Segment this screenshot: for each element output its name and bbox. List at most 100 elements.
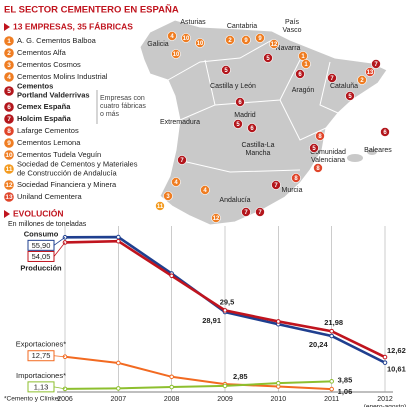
point (382, 354, 388, 360)
plant-number: 4 (174, 180, 178, 186)
badge-number: 1 (7, 38, 11, 45)
region-label: Castilla y León (210, 83, 256, 90)
number-badge (4, 72, 14, 82)
region-label: Andalucía (219, 197, 250, 204)
number-badge (4, 192, 14, 202)
company-name: A. G. Cementos Balboa (17, 36, 97, 45)
plant-marker (313, 163, 323, 173)
badge-number: 11 (6, 166, 13, 173)
series-name: Exportaciones* (16, 340, 67, 349)
company-name: Cementos (17, 81, 53, 90)
plant-marker (327, 73, 337, 83)
plant-marker (233, 119, 243, 129)
plant-number: 6 (238, 100, 242, 106)
value-label: 12,62 (387, 346, 406, 355)
badge-number: 9 (7, 140, 11, 147)
leader (53, 237, 66, 246)
plant-marker (380, 127, 390, 137)
value-label: 1,06 (338, 387, 353, 396)
badge-number: 13 (5, 194, 13, 201)
point (329, 333, 334, 339)
plant-marker (241, 35, 251, 45)
plant-number: 2 (360, 78, 364, 84)
plant-marker (357, 75, 367, 85)
value-label: 29,5 (220, 297, 235, 306)
x-tick-label: 2011 (324, 396, 339, 403)
value-label: 28,91 (202, 316, 221, 325)
plant-marker (171, 177, 181, 187)
plant-number: 6 (298, 72, 302, 78)
badge-number: 4 (7, 74, 11, 81)
plant-number: 4 (203, 188, 207, 194)
region-label: Aragón (292, 87, 315, 94)
company-name: Cementos Cosmos (17, 60, 81, 69)
plant-number: 12 (213, 216, 220, 222)
number-badge (4, 114, 14, 124)
point (116, 238, 121, 244)
plant-marker (255, 207, 265, 217)
plant-number: 3 (166, 194, 170, 200)
company-name: Lafarge Cementos (17, 126, 79, 135)
region-label: Cataluña (330, 83, 358, 90)
bullet (4, 210, 10, 218)
plant-number: 5 (312, 146, 316, 152)
point (116, 234, 121, 240)
plant-marker (225, 35, 235, 45)
plant-number: 7 (330, 76, 334, 82)
plant-marker (241, 207, 251, 217)
number-badge (4, 180, 14, 190)
plant-number: 8 (316, 166, 320, 172)
label-box (27, 250, 55, 262)
island (347, 154, 363, 162)
number-badge (4, 150, 14, 160)
leader (53, 386, 66, 390)
plant-number: 10 (183, 36, 190, 42)
plant-marker (309, 143, 319, 153)
region-label: Asturias (180, 19, 206, 26)
plant-marker (171, 49, 181, 59)
value-label: 21,98 (324, 318, 343, 327)
plant-number: 13 (367, 70, 374, 76)
plant-number: 7 (180, 158, 184, 164)
plant-number: 8 (318, 134, 322, 140)
x-tick-label: 2009 (217, 396, 233, 403)
series-name: Importaciones* (16, 371, 66, 380)
company-name: Cementos Molins Industrial (17, 72, 108, 81)
value-label: 1,13 (34, 382, 49, 391)
plant-number: 4 (170, 34, 174, 40)
plant-marker (269, 39, 279, 49)
plant-marker (221, 65, 231, 75)
number-badge (4, 138, 14, 148)
border (279, 99, 327, 141)
region-label: Navarra (276, 45, 301, 52)
plant-number: 11 (157, 204, 164, 210)
number-badge (4, 60, 14, 70)
plant-number: 6 (383, 130, 387, 136)
badge-number: 6 (7, 104, 11, 111)
plant-number: 7 (244, 210, 248, 216)
plant-marker (271, 180, 281, 190)
leader (53, 355, 66, 358)
plant-number: 7 (274, 183, 278, 189)
plant-number: 1 (304, 62, 308, 68)
number-badge (4, 48, 14, 58)
plant-number: 10 (173, 52, 180, 58)
plant-number: 7 (258, 210, 262, 216)
series-line (64, 380, 332, 390)
company-name: Cementos Lemona (17, 138, 81, 147)
plant-marker (295, 69, 305, 79)
company-name: Cementos Alfa (17, 48, 67, 57)
x-tick-label: 2008 (164, 396, 180, 403)
company-name: Sociedad de Cementos y Materiales (17, 159, 138, 168)
number-badge (4, 164, 14, 174)
plant-marker (301, 59, 311, 69)
island (367, 149, 377, 155)
value-label: 2,85 (233, 372, 248, 381)
label-box (27, 381, 55, 393)
point (222, 383, 228, 389)
region-label: Baleares (364, 147, 392, 154)
border (319, 61, 339, 114)
group-note: cuatro fábricas (100, 103, 146, 110)
